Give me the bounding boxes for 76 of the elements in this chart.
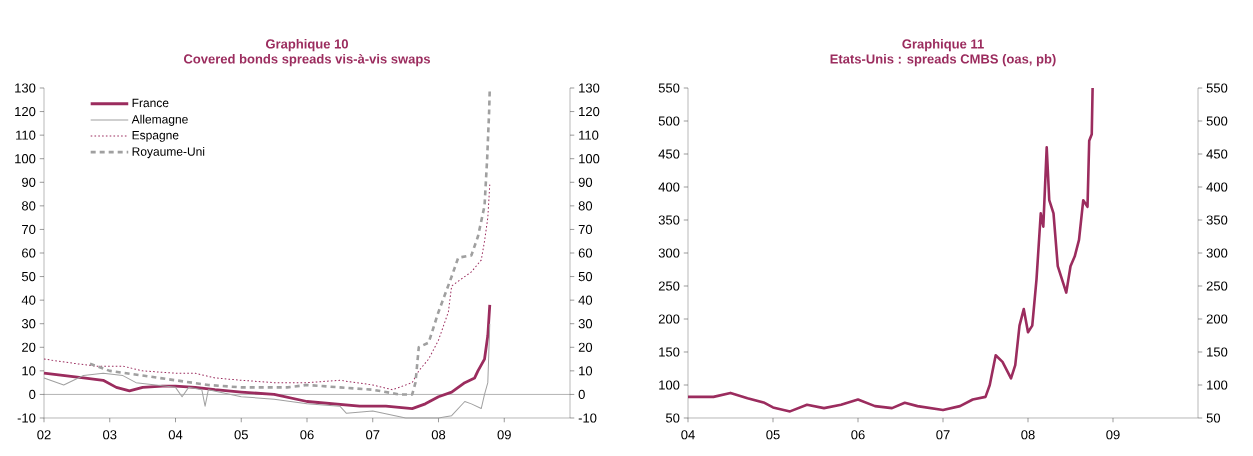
y-tick-label: 200 xyxy=(658,314,680,324)
y2-tick-label: 350 xyxy=(1206,215,1228,225)
x-tick-label: 06 xyxy=(300,430,314,440)
x-tick-label: 06 xyxy=(851,430,865,440)
x-tick-label: 05 xyxy=(234,430,248,440)
x-tick-label: 03 xyxy=(103,430,117,440)
y-tick-label: -10 xyxy=(17,413,36,423)
y-tick-label: 400 xyxy=(658,182,680,192)
x-tick-label: 08 xyxy=(1021,430,1035,440)
y2-tick-label: 110 xyxy=(579,130,599,140)
y-tick-label: 450 xyxy=(658,149,680,159)
x-tick-label: 07 xyxy=(366,430,380,440)
y-tick-label: 350 xyxy=(658,215,680,225)
y2-tick-label: 150 xyxy=(1207,347,1228,357)
y-tick-label: 90 xyxy=(22,177,36,187)
y2-tick-label: 30 xyxy=(578,319,593,329)
y2-tick-label: 80 xyxy=(578,201,593,211)
x-tick-label: 02 xyxy=(37,430,51,440)
y-tick-label: 40 xyxy=(21,295,36,305)
legend-label: Royaume-Uni xyxy=(132,146,205,159)
y2-tick-label: 50 xyxy=(1206,413,1221,423)
y2-tick-label: 0 xyxy=(578,389,585,400)
y-tick-label: 50 xyxy=(21,271,36,282)
y2-tick-label: 100 xyxy=(1207,380,1228,390)
chart-title: Graphique 11 xyxy=(902,39,984,52)
y2-tick-label: 40 xyxy=(578,295,593,305)
legend-label: Espagne xyxy=(132,131,179,142)
chart-subtitle: Etats-Unis : spreads CMBS (oas, pb) xyxy=(830,54,1056,67)
x-tick-label: 07 xyxy=(936,430,950,440)
y-tick-label: 500 xyxy=(658,116,680,126)
line-series xyxy=(686,86,1094,413)
y2-tick-label: 200 xyxy=(1206,314,1228,324)
line-series xyxy=(43,184,491,391)
y-tick-label: 0 xyxy=(29,389,36,400)
y-tick-label: 120 xyxy=(15,106,36,117)
y-tick-label: 150 xyxy=(659,347,680,357)
y-tick-label: 100 xyxy=(15,154,36,164)
chart-subtitle: Covered bonds spreads vis-à-vis swaps xyxy=(183,53,430,67)
legend-label: Allemagne xyxy=(131,114,188,126)
y-tick-label: 100 xyxy=(659,380,680,390)
y2-tick-label: -10 xyxy=(578,413,597,423)
y2-tick-label: 130 xyxy=(579,83,600,93)
y-tick-label: 550 xyxy=(658,83,680,93)
x-tick-label: 04 xyxy=(681,430,695,440)
y-tick-label: 70 xyxy=(22,224,36,235)
y2-tick-label: 70 xyxy=(578,224,593,235)
y2-tick-label: 20 xyxy=(578,342,593,352)
x-tick-label: 05 xyxy=(766,430,780,440)
y2-tick-label: 400 xyxy=(1206,182,1228,192)
y-tick-label: 80 xyxy=(21,201,36,211)
y-tick-label: 50 xyxy=(665,413,680,423)
y-tick-label: 300 xyxy=(658,248,680,258)
y-tick-label: 20 xyxy=(22,342,36,352)
y2-tick-label: 60 xyxy=(578,248,593,258)
y2-tick-label: 90 xyxy=(578,177,593,187)
chart-title: Graphique 10 xyxy=(265,39,348,52)
x-tick-label: 09 xyxy=(497,430,511,440)
y2-tick-label: 250 xyxy=(1206,281,1228,291)
x-tick-label: 09 xyxy=(1106,430,1120,440)
y2-tick-label: 300 xyxy=(1206,248,1228,258)
y2-tick-label: 450 xyxy=(1206,149,1228,159)
y2-tick-label: 10 xyxy=(579,366,593,376)
y-tick-label: 110 xyxy=(16,130,36,140)
x-tick-label: 08 xyxy=(431,430,446,440)
y2-tick-label: 550 xyxy=(1206,83,1228,93)
y-tick-label: 30 xyxy=(21,319,36,329)
y2-tick-label: 500 xyxy=(1206,116,1228,126)
y2-tick-label: 100 xyxy=(579,154,600,164)
y-tick-label: 60 xyxy=(22,248,36,258)
y-tick-label: 250 xyxy=(658,281,680,291)
y-tick-label: 130 xyxy=(15,83,36,93)
legend-label: France xyxy=(132,98,169,108)
y2-tick-label: 120 xyxy=(579,106,600,117)
y-tick-label: 10 xyxy=(22,366,36,376)
x-tick-label: 04 xyxy=(168,430,183,440)
y2-tick-label: 50 xyxy=(578,271,593,282)
